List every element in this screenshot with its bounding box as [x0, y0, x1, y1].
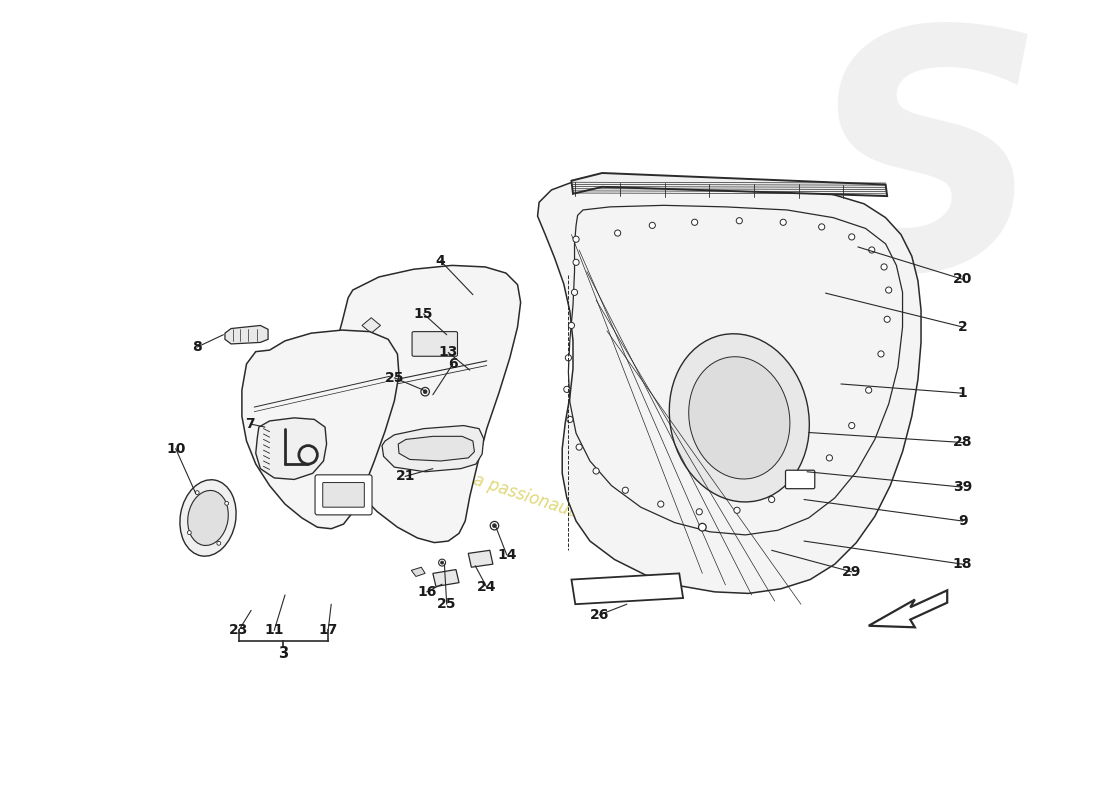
Text: 15: 15 [414, 307, 433, 321]
Circle shape [563, 386, 570, 393]
FancyBboxPatch shape [315, 475, 372, 515]
Text: 6: 6 [448, 357, 458, 371]
Text: 7: 7 [245, 417, 255, 431]
Circle shape [187, 530, 191, 534]
Polygon shape [362, 318, 381, 333]
Polygon shape [242, 330, 399, 529]
Polygon shape [382, 426, 484, 472]
Text: 23: 23 [229, 623, 249, 638]
Circle shape [869, 247, 874, 253]
Ellipse shape [180, 480, 236, 556]
Text: 25: 25 [385, 371, 404, 385]
Circle shape [692, 219, 697, 226]
Circle shape [849, 234, 855, 240]
Polygon shape [572, 173, 887, 196]
Circle shape [881, 264, 888, 270]
Polygon shape [433, 570, 459, 586]
Ellipse shape [669, 334, 810, 502]
Text: 10: 10 [166, 442, 186, 456]
Text: 26: 26 [590, 608, 609, 622]
Circle shape [849, 422, 855, 429]
Text: 21: 21 [395, 470, 415, 483]
Circle shape [886, 287, 892, 293]
Text: 17: 17 [318, 623, 338, 638]
Text: 4: 4 [436, 254, 446, 268]
Text: 11: 11 [264, 623, 284, 638]
Circle shape [698, 523, 706, 531]
Text: 29: 29 [842, 565, 861, 579]
Text: S: S [805, 15, 1046, 338]
Text: 24: 24 [477, 580, 496, 594]
Circle shape [439, 559, 446, 566]
Text: 13: 13 [439, 346, 458, 359]
Polygon shape [224, 326, 268, 344]
Text: 28: 28 [953, 435, 972, 450]
Circle shape [421, 387, 429, 396]
Ellipse shape [188, 490, 229, 546]
Polygon shape [326, 266, 520, 542]
Text: 39: 39 [953, 480, 972, 494]
Circle shape [623, 487, 628, 494]
Circle shape [696, 509, 703, 515]
Circle shape [734, 507, 740, 514]
Circle shape [615, 230, 620, 236]
Circle shape [649, 222, 656, 229]
Circle shape [800, 479, 805, 486]
Circle shape [493, 524, 496, 527]
Circle shape [593, 468, 600, 474]
Text: 18: 18 [953, 557, 972, 571]
Text: 16: 16 [417, 585, 437, 599]
Circle shape [866, 387, 872, 394]
Circle shape [818, 224, 825, 230]
Circle shape [658, 501, 664, 507]
Circle shape [780, 219, 786, 226]
FancyBboxPatch shape [785, 470, 815, 489]
Text: 20: 20 [953, 272, 972, 286]
Text: 25: 25 [437, 597, 456, 611]
Circle shape [826, 455, 833, 461]
Polygon shape [255, 418, 327, 479]
Text: 9: 9 [958, 514, 967, 528]
Circle shape [576, 444, 582, 450]
Circle shape [878, 351, 884, 357]
Polygon shape [398, 436, 474, 461]
Text: a passionauto.com: a passionauto.com [471, 471, 626, 537]
Text: 2: 2 [958, 320, 968, 334]
Polygon shape [869, 590, 947, 627]
Circle shape [736, 218, 743, 224]
Circle shape [217, 542, 221, 546]
FancyBboxPatch shape [322, 482, 364, 507]
Polygon shape [411, 567, 425, 577]
Text: 3: 3 [278, 646, 288, 661]
Ellipse shape [689, 357, 790, 479]
Circle shape [884, 316, 890, 322]
Circle shape [573, 236, 579, 242]
Circle shape [440, 561, 443, 564]
Circle shape [565, 354, 572, 361]
Circle shape [769, 496, 774, 502]
Polygon shape [469, 550, 493, 567]
Circle shape [224, 502, 229, 506]
Circle shape [571, 290, 578, 295]
FancyBboxPatch shape [412, 332, 458, 356]
Circle shape [196, 490, 199, 494]
Circle shape [491, 522, 498, 530]
Circle shape [569, 322, 574, 329]
Circle shape [566, 416, 573, 422]
Text: 14: 14 [497, 548, 517, 562]
Text: 1: 1 [958, 386, 968, 400]
Polygon shape [572, 574, 683, 604]
Circle shape [424, 390, 427, 394]
Polygon shape [538, 179, 921, 594]
Circle shape [573, 259, 579, 266]
Text: 8: 8 [192, 340, 202, 354]
